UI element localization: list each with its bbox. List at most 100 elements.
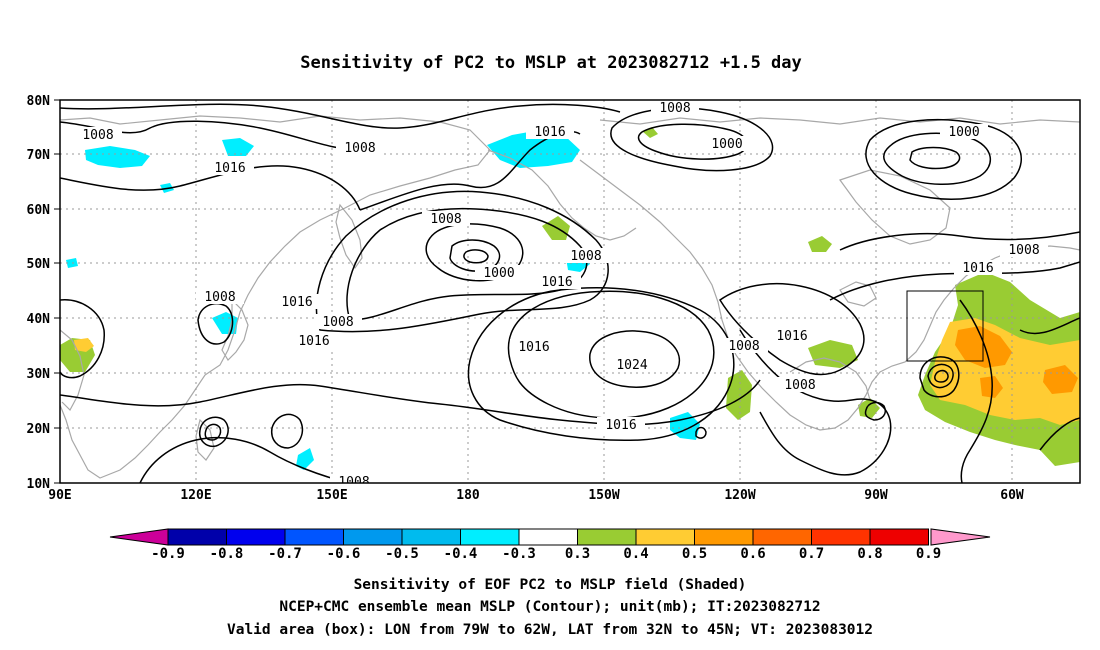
svg-text:1008: 1008 [430,212,461,227]
positive-shading-darkorange-2 [1043,365,1078,394]
svg-text:1008: 1008 [728,339,759,354]
svg-text:1008: 1008 [204,290,235,305]
colorbar-label: -0.9 [151,546,185,562]
contour-label: 1008 [74,127,122,143]
lat-tick-label: 70N [27,148,51,163]
colorbar-box [343,528,403,546]
svg-text:1016: 1016 [518,340,549,355]
map-frame [59,99,1081,484]
contour-low-gulf [864,401,886,421]
contour-label: 1008 [562,248,610,264]
colorbar-box [694,528,754,546]
colorbar-box [577,528,637,546]
svg-text:1008: 1008 [570,249,601,264]
colorbar-box [518,528,578,546]
contour-low-1000-arctic-inner [637,123,748,160]
svg-text:1000: 1000 [711,137,742,152]
lat-tick-label: 50N [27,257,51,272]
colorbar-box [811,528,871,546]
lat-tick-label: 40N [27,312,51,327]
positive-shading-mexico [726,370,752,420]
caption-line-3: Valid area (box): LON from 79W to 62W, L… [227,622,873,638]
svg-text:1016: 1016 [605,418,636,433]
contour-atlantic-east [1019,317,1080,451]
lat-tick-label: 60N [27,203,51,218]
svg-text:1016: 1016 [534,125,565,140]
svg-text:1016: 1016 [541,275,572,290]
contour-1016-namerica [718,282,865,376]
colorbar-label: 0.8 [857,546,882,562]
svg-text:1016: 1016 [776,329,807,344]
coastline-japan [221,298,249,361]
colorbar-box [752,528,812,546]
contour-label: 1008 [1000,242,1048,258]
contour-eastpac-small [695,426,707,439]
contour-label: 1008 [720,338,768,354]
contour-low-wpac-3 [270,413,304,449]
svg-text:1008: 1008 [344,141,375,156]
contour-india [60,299,105,379]
contour-label: 1016 [954,260,1002,276]
contour-low-1000-greenland-outer [865,118,1023,200]
contour-label: 1016 [768,328,816,344]
positive-shading-canada [808,236,832,252]
svg-text:1016: 1016 [298,334,329,349]
svg-text:1024: 1024 [616,358,647,373]
contour-label: 1016 [290,333,338,349]
colorbar-min-triangle [109,528,169,546]
contour-1008-aleutian [346,207,588,321]
valid-area-box [906,290,984,362]
contour-1016-aleutian [315,190,609,333]
positive-shading-gulf [808,340,858,368]
colorbar-label: 0.3 [565,546,590,562]
contour-label: 1000 [940,124,988,140]
contour-low-japan [197,302,234,345]
contour-high-1024-outer [507,290,715,419]
svg-text:1008: 1008 [659,101,690,116]
svg-text:1008: 1008 [338,475,369,490]
colorbar: -0.9 -0.8 -0.7 -0.6 -0.5 -0.4 -0.3 0.3 0.4 0.5 0.6… [109,528,991,562]
coastline-kamchatka [335,203,363,270]
colorbar-label: 0.4 [623,546,648,562]
positive-shading-india-core [74,338,94,352]
contour-label: 1016 [597,417,645,433]
contour-high-1024-inner [589,330,681,388]
lon-tick-label: 150W [588,488,619,503]
lat-tick-label: 20N [27,422,51,437]
svg-text:1016: 1016 [962,261,993,276]
negative-shading-small-3 [296,448,314,470]
contour-label: 1008 [776,377,824,393]
contour-label: 1016 [533,274,581,290]
contour-low-1000-aleutian-inner [449,239,501,272]
contour-1008-arctic [60,103,621,129]
contour-label: 1008 [336,140,384,156]
svg-text:1008: 1008 [1008,243,1039,258]
contour-1016-pacific [467,287,735,442]
contour-labels: 1008 1008 1016 1016 1008 1000 1000 1008 … [74,100,1048,490]
contour-low-1000-greenland-mid [883,132,992,185]
svg-text:1008: 1008 [784,378,815,393]
negative-shading-arctic-east [222,138,254,156]
colorbar-boxes [167,528,929,546]
contour-label: 1008 [330,474,378,490]
lat-axis: 80N 70N 60N 50N 40N 30N 20N 10N [27,94,60,492]
colorbar-label: 0.6 [740,546,765,562]
lon-axis: 90E 120E 150E 180 150W 120W 90W 60W [48,488,1024,503]
lon-tick-label: 120W [724,488,755,503]
coastline-gulf-of-mexico [789,357,871,401]
contour-low-wpac-2 [204,423,222,441]
colorbar-label: -0.5 [385,546,419,562]
contour-label: 1016 [273,294,321,310]
mslp-contours [60,103,1080,483]
contour-label: 1016 [526,124,574,140]
contour-label: 1000 [703,136,751,152]
contour-low-1000-aleutian-core [463,249,489,264]
colorbar-box [167,528,227,546]
colorbar-box [226,528,286,546]
lon-tick-label: 90W [864,488,888,503]
coastline-india [60,329,85,411]
contour-1016-subtropical [60,379,761,426]
contour-1016-atlantic [829,261,1080,301]
contour-label: 1024 [608,357,656,373]
